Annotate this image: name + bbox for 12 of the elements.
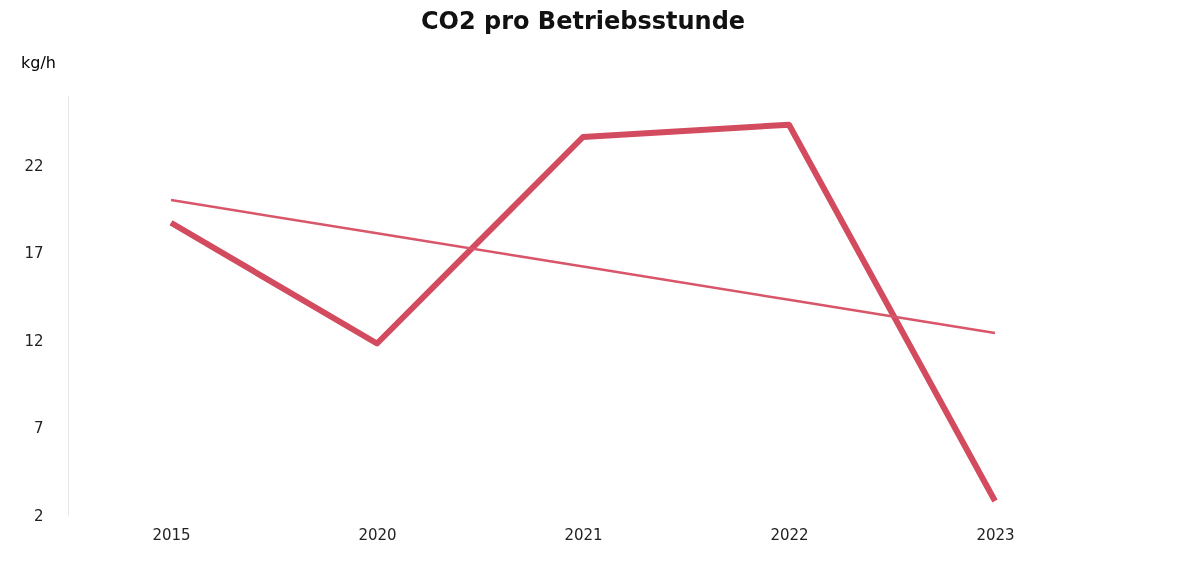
y-tick-label: 7: [33, 419, 44, 437]
chart-title: CO2 pro Betriebsstunde: [420, 7, 746, 35]
x-tick-label: 2023: [976, 525, 1015, 544]
y-tick-label: 22: [24, 156, 44, 175]
y-axis-title: kg/h: [21, 52, 56, 72]
x-tick-label: 2015: [152, 525, 191, 544]
x-tick-label: 2020: [358, 525, 397, 544]
x-tick-label: 2022: [770, 525, 809, 544]
y-tick-label: 17: [24, 244, 44, 262]
x-tick-label: 2021: [564, 525, 603, 544]
y-tick-label: 2: [33, 506, 44, 525]
y-tick-label: 12: [24, 331, 44, 350]
